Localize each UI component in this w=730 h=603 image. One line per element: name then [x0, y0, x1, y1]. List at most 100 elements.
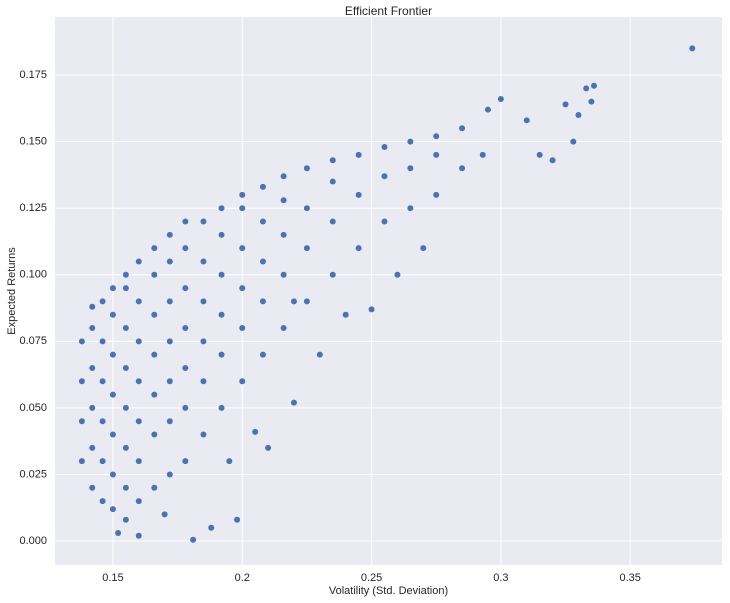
point [200, 378, 207, 385]
point [523, 117, 530, 124]
point [89, 303, 96, 310]
point [590, 82, 597, 89]
point [484, 106, 491, 113]
point [182, 325, 189, 332]
point [200, 258, 207, 265]
point [89, 404, 96, 411]
point [182, 364, 189, 371]
point [303, 165, 310, 172]
marks [78, 45, 696, 543]
point [588, 98, 595, 105]
point [394, 271, 401, 278]
point [265, 444, 272, 451]
point [355, 191, 362, 198]
point [151, 484, 158, 491]
point [151, 391, 158, 398]
point [226, 458, 233, 465]
y-tick-label: 0.050 [19, 402, 47, 414]
point [459, 165, 466, 172]
point [135, 458, 142, 465]
y-tick-label: 0.125 [19, 202, 47, 214]
point [122, 364, 129, 371]
point [89, 484, 96, 491]
point [342, 311, 349, 318]
point [135, 498, 142, 505]
point [135, 532, 142, 539]
point [109, 431, 116, 438]
point [109, 351, 116, 358]
point [479, 151, 486, 158]
point [570, 138, 577, 145]
point [78, 458, 85, 465]
point [290, 298, 297, 305]
point [368, 306, 375, 313]
point [290, 399, 297, 406]
x-axis-label: Volatility (Std. Deviation) [329, 585, 448, 597]
point [562, 101, 569, 108]
point [99, 498, 106, 505]
point [115, 530, 122, 537]
point [280, 173, 287, 180]
point [329, 157, 336, 164]
point [109, 391, 116, 398]
point [182, 404, 189, 411]
point [151, 245, 158, 252]
point [407, 138, 414, 145]
point [355, 245, 362, 252]
point [135, 338, 142, 345]
point [78, 338, 85, 345]
point [218, 271, 225, 278]
point [166, 231, 173, 238]
point [89, 444, 96, 451]
point [151, 431, 158, 438]
point [122, 484, 129, 491]
point [407, 165, 414, 172]
grid [55, 17, 722, 565]
point [239, 325, 246, 332]
point [259, 351, 266, 358]
point [218, 311, 225, 318]
point [280, 197, 287, 204]
point [99, 338, 106, 345]
point [218, 231, 225, 238]
point [135, 418, 142, 425]
point [89, 325, 96, 332]
point [280, 271, 287, 278]
point [218, 404, 225, 411]
x-tick-label: 0.35 [619, 572, 640, 584]
point [355, 151, 362, 158]
point [536, 151, 543, 158]
point [161, 511, 168, 518]
y-tick-label: 0.075 [19, 335, 47, 347]
point [303, 298, 310, 305]
point [420, 245, 427, 252]
point [239, 245, 246, 252]
point [78, 378, 85, 385]
point [166, 471, 173, 478]
point [89, 364, 96, 371]
point [689, 45, 696, 52]
point [166, 298, 173, 305]
point [190, 536, 197, 543]
point [182, 285, 189, 292]
y-tick-label: 0.100 [19, 269, 47, 281]
point [135, 258, 142, 265]
point [549, 157, 556, 164]
y-tick-label: 0.175 [19, 69, 47, 81]
chart-title: Efficient Frontier [345, 4, 432, 18]
point [200, 218, 207, 225]
point [234, 516, 241, 523]
x-tick-label: 0.15 [102, 572, 123, 584]
point [135, 298, 142, 305]
point [99, 298, 106, 305]
plot-area [55, 17, 722, 565]
x-tick-label: 0.3 [493, 572, 508, 584]
point [381, 143, 388, 150]
point [239, 191, 246, 198]
point [280, 325, 287, 332]
point [497, 96, 504, 103]
point [166, 258, 173, 265]
point [166, 378, 173, 385]
point [329, 218, 336, 225]
point [329, 271, 336, 278]
